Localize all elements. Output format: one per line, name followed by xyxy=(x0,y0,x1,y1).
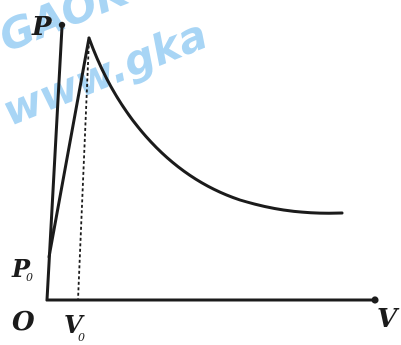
p0-label: P 0 xyxy=(11,254,33,284)
v0-dashed-line xyxy=(77,39,90,301)
v0-label-main: V xyxy=(64,310,85,339)
process-line-p0-to-peak xyxy=(47,36,91,259)
v-axis-label: V xyxy=(377,304,400,334)
p0-label-main: P xyxy=(11,254,31,283)
v-axis-arrow-dot xyxy=(371,296,379,304)
v0-label-subscript: 0 xyxy=(78,331,85,344)
v0-label: V 0 xyxy=(64,310,85,344)
p0-label-subscript: 0 xyxy=(26,271,33,284)
p-axis-label: P xyxy=(31,12,53,42)
p-axis-arrow-dot xyxy=(58,21,66,29)
decay-curve xyxy=(87,36,344,215)
origin-label: O xyxy=(12,307,35,337)
